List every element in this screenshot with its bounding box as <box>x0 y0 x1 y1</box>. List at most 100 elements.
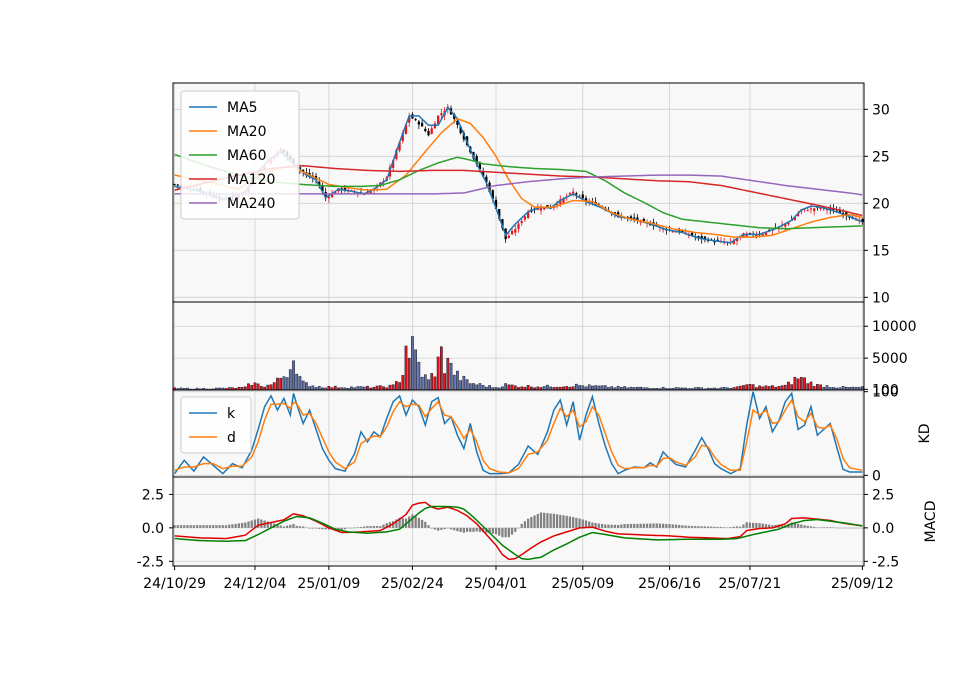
volume-panel: 100 5000 10000 <box>172 301 917 398</box>
volume-bar <box>790 384 794 391</box>
macd-hist-bar <box>443 527 446 530</box>
candle-body <box>437 115 440 125</box>
macd-hist-bar <box>816 527 819 528</box>
macd-hist-bar <box>179 525 183 528</box>
macd-hist-bar <box>700 526 703 528</box>
candle-body <box>681 230 684 233</box>
macd-hist-bar <box>793 523 797 528</box>
macd-hist-bar <box>366 526 369 528</box>
macd-hist-bar <box>202 525 205 528</box>
volume-bar <box>456 370 459 391</box>
macd-hist-bar <box>298 526 302 528</box>
macd-hist-bar <box>372 526 375 528</box>
macd-hist-bar <box>745 522 748 528</box>
macd-hist-bar <box>401 518 404 528</box>
candle-body <box>401 132 404 142</box>
macd-hist-bar <box>742 524 745 528</box>
volume-bar <box>401 375 405 391</box>
macd-hist-bar <box>838 527 842 529</box>
macd-hist-bar <box>546 513 549 528</box>
candle-body <box>636 217 639 221</box>
macd-hist-bar <box>414 516 417 528</box>
macd-hist-bar <box>292 524 295 528</box>
volume-bar <box>366 385 369 391</box>
macd-hist-bar <box>186 525 189 528</box>
volume-bar <box>787 381 790 391</box>
macd-hist-bar <box>212 525 215 528</box>
candle-body <box>404 124 408 134</box>
candle-body <box>716 239 719 241</box>
macd-hist-bar <box>572 517 575 528</box>
macd-hist-bar <box>321 527 324 530</box>
macd-hist-bar <box>713 526 716 528</box>
volume-bar <box>594 385 598 391</box>
macd-hist-bar <box>588 521 591 528</box>
candle-body <box>482 171 485 177</box>
macd-hist-bar <box>510 527 514 535</box>
candle-body <box>459 126 462 134</box>
volume-bar <box>571 386 575 391</box>
candle-body <box>555 204 559 206</box>
volume-bar <box>488 385 491 391</box>
macd-hist-bar <box>645 523 649 528</box>
macd-y-right-tick-label: 0.0 <box>872 521 894 537</box>
macd-hist-bar <box>620 524 623 528</box>
volume-bar <box>738 385 742 391</box>
macd-hist-bar <box>478 527 482 532</box>
candle-body <box>420 122 424 127</box>
candle-body <box>176 184 179 186</box>
candle-body <box>343 187 347 191</box>
volume-bar <box>292 360 295 391</box>
macd-hist-bar <box>665 523 668 528</box>
candle-body <box>453 113 456 120</box>
volume-bar <box>478 383 482 391</box>
candle-body <box>633 217 636 220</box>
candle-body <box>838 209 842 214</box>
macd-hist-bar <box>501 527 504 538</box>
macd-hist-bar <box>803 525 806 528</box>
macd-hist-bar <box>633 523 636 528</box>
candle-body <box>398 142 401 151</box>
macd-hist-bar <box>494 527 498 535</box>
macd-hist-bar <box>176 525 179 528</box>
candle-body <box>575 193 578 195</box>
macd-hist-bar <box>475 527 478 532</box>
volume-bar <box>311 385 315 391</box>
volume-bar <box>751 384 755 391</box>
macd-hist-bar <box>459 527 462 532</box>
macd-hist-bar <box>533 515 536 528</box>
candle-body <box>825 209 829 211</box>
macd-hist-bar <box>584 520 588 528</box>
macd-histogram <box>173 512 864 538</box>
price-legend-box <box>180 90 300 220</box>
volume-bar <box>404 345 408 391</box>
macd-hist-bar <box>613 524 617 528</box>
volume-bar <box>510 384 514 391</box>
volume-bar <box>285 377 289 391</box>
candle-body <box>395 149 398 160</box>
macd-hist-bar <box>517 527 520 529</box>
macd-hist-bar <box>626 524 629 528</box>
macd-hist-bar <box>507 527 510 538</box>
volume-bar <box>546 384 549 391</box>
macd-hist-bar <box>543 512 546 528</box>
price-legend-entry: MA5 <box>227 100 258 116</box>
macd-hist-bar <box>195 525 199 528</box>
volume-bar <box>446 357 450 391</box>
macd-hist-bar <box>719 526 723 528</box>
macd-y-left-tick-label: 0.0 <box>142 521 164 537</box>
volume-bar <box>777 386 781 391</box>
candle-body <box>745 233 748 237</box>
macd-hist-bar <box>379 526 382 528</box>
volume-bar <box>764 385 768 391</box>
macd-hist-bar <box>334 527 337 529</box>
price-legend-entry: MA240 <box>227 196 275 212</box>
kd-legend-box <box>180 396 252 454</box>
candle-body <box>813 208 816 211</box>
volume-bar <box>414 349 418 391</box>
kd-y-tick-label: 100 <box>872 385 899 401</box>
macd-hist-bar <box>758 523 761 528</box>
volume-bar <box>542 386 546 391</box>
volume-bar <box>279 378 283 391</box>
